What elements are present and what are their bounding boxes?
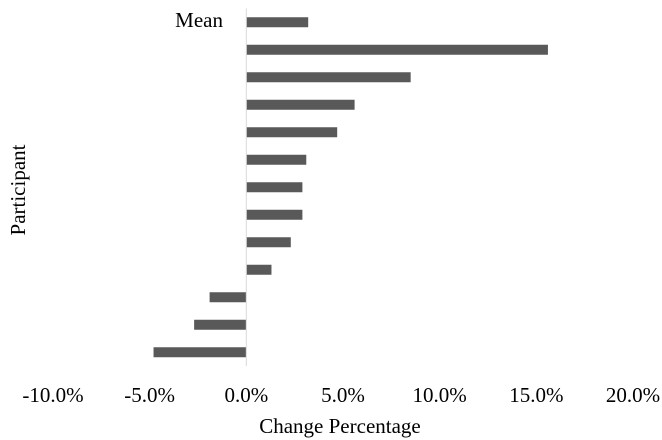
bar	[209, 292, 247, 303]
bar	[246, 44, 548, 55]
y-axis-title: Participant	[6, 144, 30, 235]
bar	[246, 237, 291, 248]
bar	[246, 17, 309, 28]
bar	[246, 209, 303, 220]
bar	[246, 154, 307, 165]
bar	[153, 347, 247, 358]
bar	[246, 264, 272, 275]
bar	[246, 127, 338, 138]
bar	[194, 319, 247, 330]
bar	[246, 182, 303, 193]
x-tick-label: -5.0%	[124, 383, 175, 407]
x-axis-title: Change Percentage	[259, 414, 421, 438]
bar	[246, 99, 355, 110]
y-tick-label: Mean	[175, 8, 223, 32]
x-tick-label: 0.0%	[224, 383, 268, 407]
x-tick-label: -10.0%	[22, 383, 83, 407]
x-tick-label: 15.0%	[509, 383, 563, 407]
x-tick-label: 20.0%	[606, 383, 660, 407]
bar	[246, 72, 411, 83]
x-tick-label: 10.0%	[413, 383, 467, 407]
x-tick-label: 5.0%	[321, 383, 365, 407]
